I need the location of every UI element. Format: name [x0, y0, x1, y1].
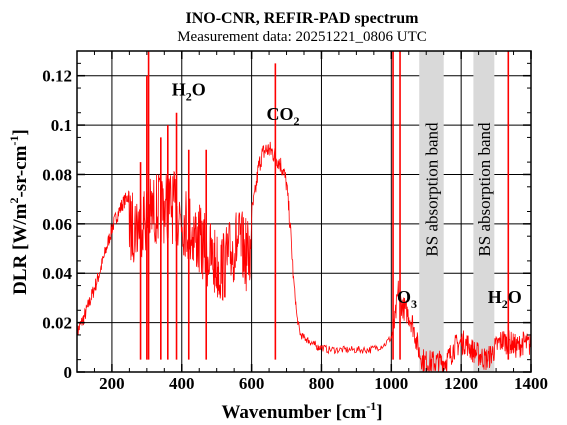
annotation-h2o-left: H2O: [172, 79, 206, 103]
x-axis-label: Wavenumber [cm-1]: [221, 399, 382, 423]
chart-annotations: H2O CO2 O3 H2O: [172, 79, 522, 310]
y-tick-label: 0.04: [42, 264, 72, 283]
annotation-h2o-right: H2O: [488, 287, 522, 311]
annotation-co2: CO2: [267, 104, 300, 128]
x-tick-label: 600: [239, 374, 265, 393]
spectrum-line-1: [76, 141, 532, 373]
plot-frame: [76, 50, 532, 373]
axes: 200 400 600 800 1000 1200 1400 0 0.02 0.04 0.06 0.0…: [42, 50, 548, 393]
y-tick-label: 0.06: [42, 215, 72, 234]
y-axis-label: DLR [W/m2-sr-cm-1]: [7, 129, 31, 295]
grid-lines: [77, 51, 532, 373]
y-tick-label: 0: [64, 363, 73, 382]
y-tick-label: 0.08: [42, 165, 72, 184]
x-tick-label: 200: [99, 374, 125, 393]
x-tick-label: 1400: [514, 374, 548, 393]
absorption-band-label: BS absorption band: [422, 122, 441, 257]
x-tick-label: 800: [309, 374, 335, 393]
y-tick-label: 0.02: [42, 314, 72, 333]
chart-subtitle: Measurement data: 20251221_0806 UTC: [177, 29, 427, 45]
absorption-band-1: [419, 51, 444, 372]
x-tick-label: 400: [169, 374, 195, 393]
x-tick-label: 1000: [374, 374, 408, 393]
y-tick-label: 0.12: [42, 67, 72, 86]
chart-title: INO-CNR, REFIR-PAD spectrum: [185, 10, 419, 27]
data-series: [76, 51, 532, 373]
absorption-bands: BS absorption band BS absorption band: [419, 51, 495, 372]
y-tick-label: 0.1: [51, 116, 72, 135]
absorption-band-2: [473, 51, 495, 372]
x-tick-label: 1200: [444, 374, 478, 393]
annotation-o3: O3: [397, 287, 417, 311]
absorption-band-label: BS absorption band: [475, 122, 494, 257]
